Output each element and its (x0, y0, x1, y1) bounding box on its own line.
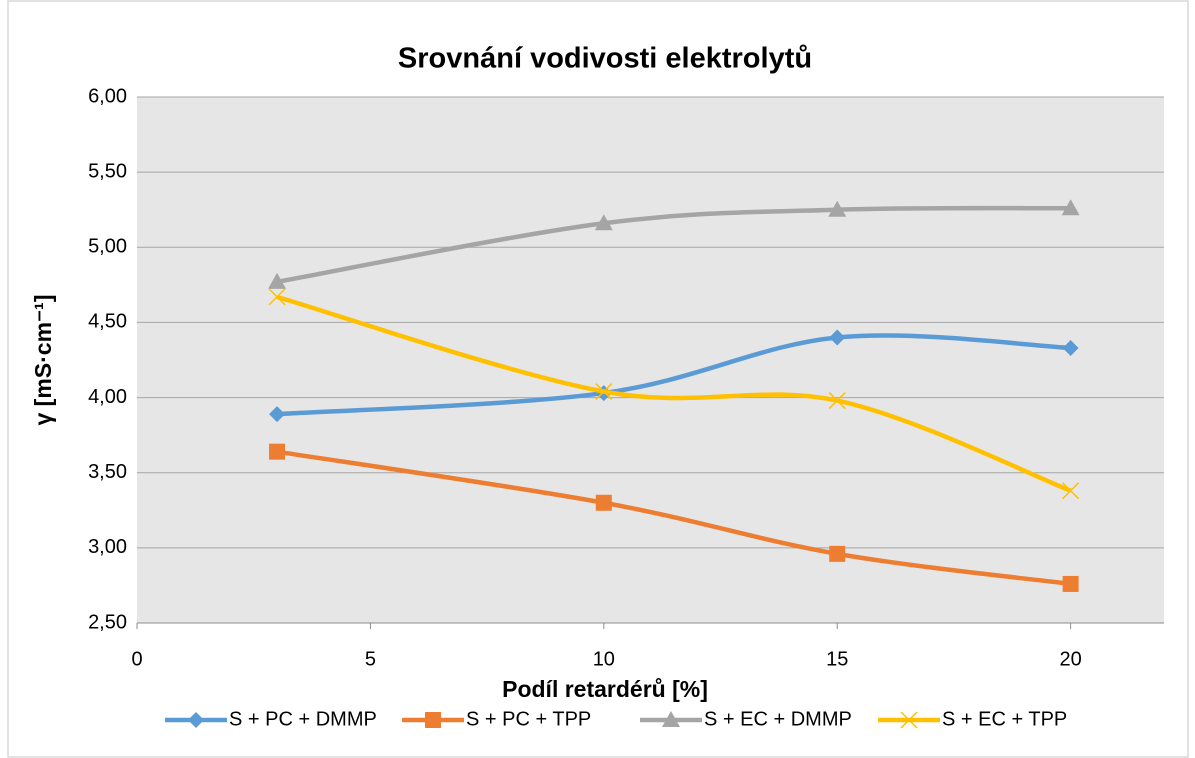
marker (828, 200, 847, 217)
marker (269, 443, 286, 460)
y-tick-label: 5,00 (88, 236, 127, 258)
chart-title: Srovnání vodivosti elektrolytů (398, 43, 812, 75)
x-tick-label: 10 (593, 648, 615, 670)
y-tick-label: 6,00 (88, 85, 127, 107)
x-tick-label: 0 (131, 648, 142, 670)
marker (829, 329, 846, 346)
legend-marker (425, 712, 441, 728)
y-tick-label: 3,00 (88, 536, 127, 558)
y-tick-label: 5,50 (88, 160, 127, 182)
marker (269, 406, 286, 423)
series-line (276, 333, 1071, 417)
legend-label: S + EC + DMMP (704, 708, 852, 730)
marker (1062, 339, 1079, 356)
marker (595, 494, 612, 511)
x-tick-label: 5 (365, 648, 376, 670)
y-tick-label: 4,50 (88, 311, 127, 333)
plot-area (137, 97, 1164, 623)
marker (1062, 575, 1079, 592)
legend-marker (900, 711, 918, 729)
y-tick-label: 4,00 (88, 386, 127, 408)
legend-marker (188, 712, 204, 728)
marker (268, 288, 286, 306)
series-line (276, 449, 1071, 587)
marker (828, 392, 846, 410)
y-axis-label: γ [mS·cm⁻¹] (30, 295, 56, 426)
legend-marker (662, 711, 680, 727)
x-axis-label: Podíl retardérů [%] (502, 676, 708, 702)
marker (1061, 199, 1080, 216)
y-tick-label: 3,50 (88, 461, 127, 483)
marker (829, 545, 846, 562)
marker (594, 214, 613, 231)
marker (1062, 482, 1080, 500)
series-line (276, 294, 1072, 493)
marker (595, 383, 613, 401)
x-tick-label: 15 (826, 648, 848, 670)
series-line (276, 205, 1071, 285)
x-tick-label: 20 (1060, 648, 1082, 670)
legend-label: S + PC + DMMP (229, 708, 377, 730)
y-tick-label: 2,50 (88, 611, 127, 633)
legend-label: S + EC + TPP (942, 708, 1067, 730)
legend-label: S + PC + TPP (466, 708, 591, 730)
marker (268, 272, 287, 289)
